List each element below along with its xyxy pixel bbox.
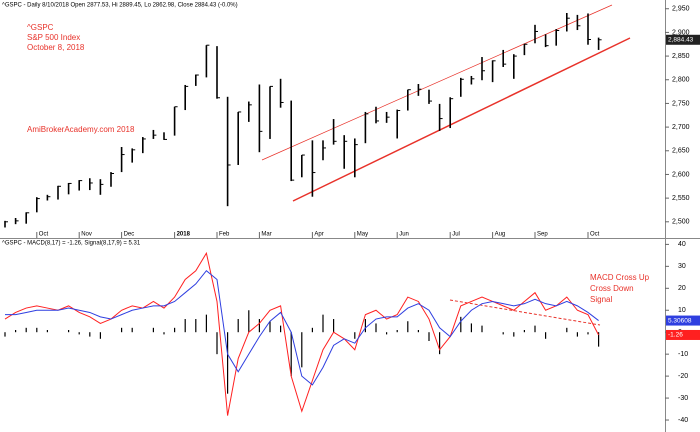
y-tick-label: 40 — [678, 241, 686, 248]
annotation: S&P 500 Index — [27, 33, 80, 42]
last-value-box — [666, 315, 700, 326]
y-tick-label: -40 — [678, 417, 688, 424]
y-tick-label: -30 — [678, 395, 688, 402]
macd-header: ^GSPC - MACD(8,17) = -1.26, Signal(8,17,… — [2, 241, 141, 247]
macd-trend-line — [449, 299, 601, 326]
y-tick-label: -10 — [678, 351, 688, 358]
y-tick-label: 2,850 — [672, 53, 690, 60]
annotation: October 8, 2018 — [27, 43, 85, 52]
y-tick-label: 2,700 — [672, 124, 690, 131]
x-tick-label: Oct — [39, 232, 49, 238]
x-tick-label: Feb — [219, 232, 230, 238]
x-tick-label: Aug — [495, 232, 506, 238]
y-tick-label: 2,750 — [672, 100, 690, 107]
y-tick-label: 30 — [678, 263, 686, 270]
x-tick-label: Dec — [124, 232, 135, 238]
x-tick-label: Sep — [537, 232, 548, 238]
macd-line — [4, 251, 600, 416]
y-tick-label: -20 — [678, 373, 688, 380]
x-tick-label: Apr — [314, 232, 323, 238]
trend-line — [292, 37, 631, 202]
annotation: Signal — [590, 295, 612, 304]
y-tick-label: 20 — [678, 285, 686, 292]
last-value-label: 5.30608 — [668, 317, 692, 324]
y-tick-label: 10 — [678, 307, 686, 314]
last-price-label: 2,884.43 — [668, 36, 694, 43]
annotation: MACD Cross Up — [590, 273, 650, 282]
y-tick-label: 2,650 — [672, 148, 690, 155]
x-tick-label: Mar — [261, 232, 271, 238]
x-tick-label: Jun — [399, 232, 409, 238]
price-header: ^GSPC - Daily 8/10/2018 Open 2877.53, Hi… — [2, 3, 238, 9]
trend-line — [261, 4, 613, 161]
macd-line — [5, 270, 599, 386]
y-tick-label: 2,500 — [672, 219, 690, 226]
y-tick-label: 2,950 — [672, 6, 690, 13]
x-tick-label: Jul — [452, 232, 460, 238]
last-value-box — [666, 329, 700, 340]
x-tick-label: Oct — [590, 232, 600, 238]
x-tick-label: Nov — [81, 232, 92, 238]
x-tick-label: 2018 — [177, 232, 191, 238]
last-value-label: -1.26 — [668, 332, 683, 339]
y-tick-label: 2,600 — [672, 171, 690, 178]
annotation: AmiBrokerAcademy.com 2018 — [27, 125, 135, 134]
y-tick-label: 2,550 — [672, 195, 690, 202]
y-tick-label: 2,800 — [672, 77, 690, 84]
y-tick-label: 2,900 — [672, 29, 690, 36]
annotation: ^GSPC — [27, 23, 54, 32]
x-tick-label: May — [357, 232, 368, 238]
last-price-box — [666, 34, 700, 45]
annotation: Cross Down — [590, 284, 634, 293]
